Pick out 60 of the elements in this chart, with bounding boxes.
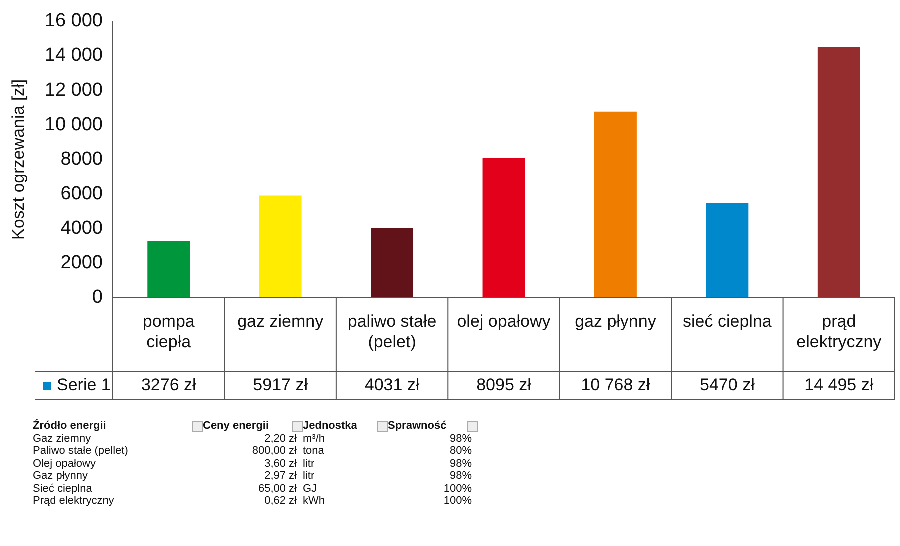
y-axis-title: Koszt ogrzewania [zł] [8, 79, 28, 240]
text: 0,62 zł [264, 495, 298, 508]
text: 65,00 zł [257, 482, 298, 495]
text: GJ [303, 482, 318, 495]
x-tick-label: sieć cieplna [683, 312, 772, 331]
data-label: 4031 zł [364, 376, 420, 395]
text: Paliwo stałe (pellet) [33, 445, 130, 458]
text: 100% [442, 482, 473, 495]
bar [482, 158, 526, 298]
bar [148, 241, 190, 298]
x-tick-label: prąd elektryczny [796, 312, 882, 352]
data-label: 5470 zł [700, 376, 756, 395]
text: Ceny energii [203, 420, 270, 432]
bar [371, 228, 414, 298]
data-label: 8095 zł [476, 376, 532, 395]
text: 98% [448, 470, 473, 482]
y-tick-label: 8000 [60, 148, 103, 170]
text: 2,97 zł [264, 470, 298, 482]
text: Sieć cieplna [33, 482, 94, 495]
data-label: 3276 zł [141, 376, 196, 395]
text: 80% [448, 445, 473, 458]
text: 2,20 zł [264, 432, 298, 445]
x-tick-label: olej opałowy [457, 312, 552, 331]
data-label: 14 495 zł [804, 376, 874, 395]
text: tona [303, 445, 326, 458]
y-tick-label: 16 000 [44, 10, 103, 32]
text: 100% [442, 495, 473, 508]
y-tick-label: 14 000 [44, 45, 103, 66]
y-tick-label: 6000 [60, 184, 103, 205]
y-tick-label: 10 000 [44, 114, 103, 136]
text: Olej opałowy [33, 458, 97, 470]
y-tick-label: 0 [92, 287, 103, 308]
text: Sprawność [388, 420, 447, 432]
text: Prąd elektryczny [33, 495, 116, 508]
text: Jednostka [303, 420, 358, 432]
x-tick-label: gaz płynny [575, 312, 657, 331]
x-tick-label: pompa ciepła [142, 312, 196, 352]
bar [594, 112, 637, 298]
legend-label: Serie 1 [57, 376, 111, 395]
text: 800,00 zł [251, 445, 298, 458]
y-tick-label: 12 000 [44, 80, 103, 101]
text: Gaz płynny [33, 470, 90, 482]
bar [818, 47, 860, 298]
text: litr [303, 458, 316, 470]
text: kWh [303, 495, 326, 508]
y-tick-label: 4000 [60, 218, 103, 240]
bar [259, 196, 302, 298]
text: 98% [448, 458, 473, 470]
data-label: 10 768 zł [581, 376, 650, 395]
text: m³/h [303, 432, 326, 445]
data-label: 5917 zł [253, 376, 308, 395]
text: Gaz ziemny [33, 432, 92, 445]
bar [706, 203, 749, 298]
x-tick-label: paliwo stałe (pelet) [348, 312, 437, 352]
text: Źródło energii [33, 420, 106, 432]
y-tick-label: 2000 [60, 252, 103, 274]
text: 3,60 zł [264, 458, 298, 470]
text: litr [303, 470, 316, 482]
x-tick-label: gaz ziemny [238, 312, 324, 331]
text: 98% [448, 432, 473, 445]
